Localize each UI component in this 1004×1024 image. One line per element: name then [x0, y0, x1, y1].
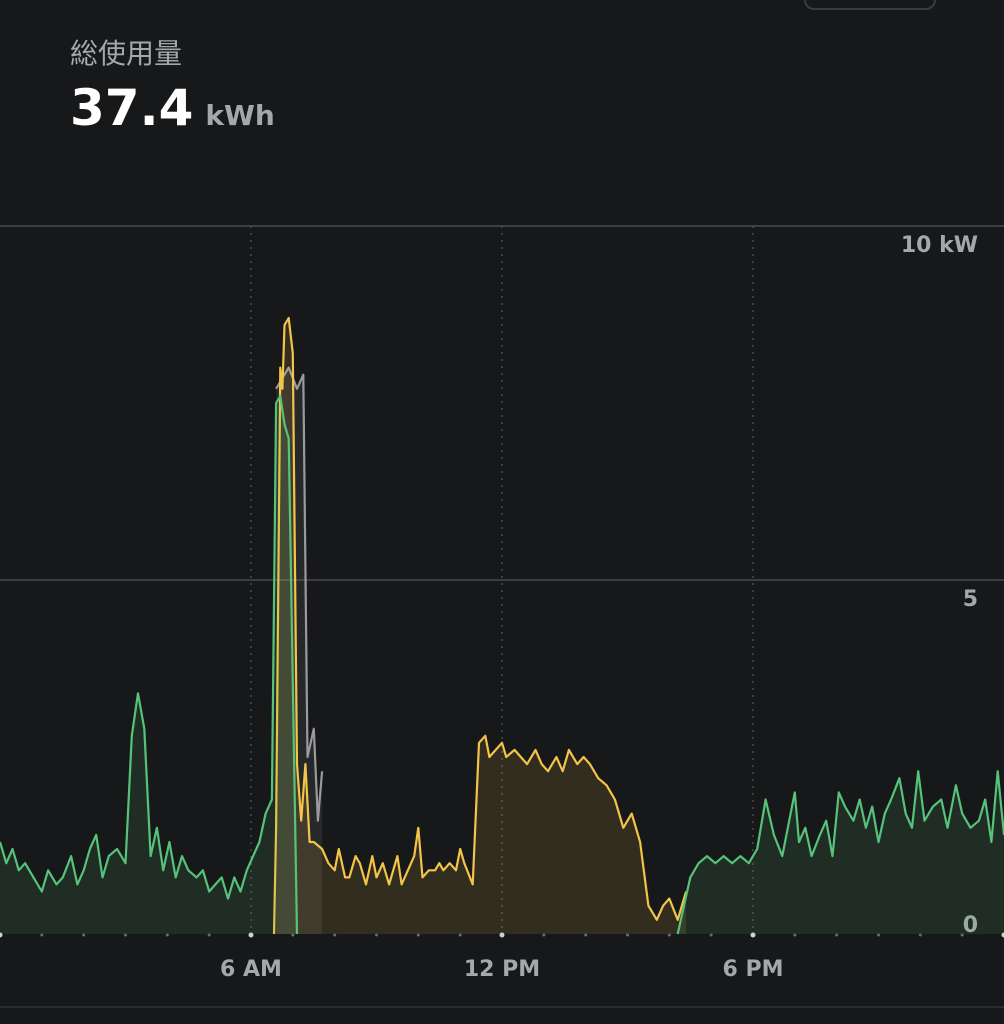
x-baseline-dot	[835, 933, 839, 937]
x-tick-label: 12 PM	[464, 957, 540, 982]
x-baseline-dot	[542, 933, 546, 937]
summary-value-row: 37.4 kWh	[70, 80, 275, 136]
x-tick-label: 6 AM	[220, 957, 282, 982]
y-tick-label: 10 kW	[901, 233, 978, 258]
x-baseline-dot	[0, 932, 3, 938]
x-baseline-dot	[709, 933, 713, 937]
x-baseline-dot	[207, 933, 211, 937]
y-tick-label: 5	[963, 587, 978, 612]
x-baseline-dot	[375, 933, 378, 937]
x-baseline-dot	[291, 933, 295, 937]
x-baseline-dot	[960, 933, 964, 937]
y-tick-label: 0	[963, 913, 978, 938]
x-baseline-dot	[1001, 932, 1004, 938]
x-tick-label: 6 PM	[723, 957, 784, 982]
x-baseline-dot	[667, 933, 671, 937]
series-line-2	[676, 770, 1004, 935]
x-baseline-dot	[877, 933, 880, 937]
x-baseline-dot	[333, 933, 337, 937]
x-baseline-dot	[750, 932, 756, 938]
x-baseline-dot	[40, 933, 44, 937]
series-area-1	[274, 318, 687, 934]
series-line-2	[0, 394, 299, 935]
x-baseline-dot	[82, 933, 86, 937]
x-baseline-dot	[416, 933, 420, 937]
x-baseline-dot	[584, 933, 588, 937]
series-line-1	[272, 316, 688, 935]
summary-value: 37.4	[70, 79, 194, 137]
x-baseline-dot	[124, 933, 127, 937]
summary-unit: kWh	[205, 99, 275, 132]
x-baseline-dot	[458, 933, 462, 937]
x-baseline-dot	[793, 933, 797, 937]
x-baseline-dot	[918, 933, 922, 937]
x-baseline-dot	[626, 933, 629, 937]
x-baseline-dot	[248, 932, 254, 938]
series-area-0	[276, 367, 323, 935]
series-area-2	[0, 395, 297, 934]
series-line-0	[275, 366, 324, 822]
usage-summary: 総使用量 37.4 kWh	[70, 36, 275, 136]
x-baseline-dot	[165, 933, 169, 937]
bottom-divider	[0, 1006, 1004, 1008]
x-baseline-dot	[499, 932, 505, 938]
summary-label: 総使用量	[70, 37, 183, 70]
